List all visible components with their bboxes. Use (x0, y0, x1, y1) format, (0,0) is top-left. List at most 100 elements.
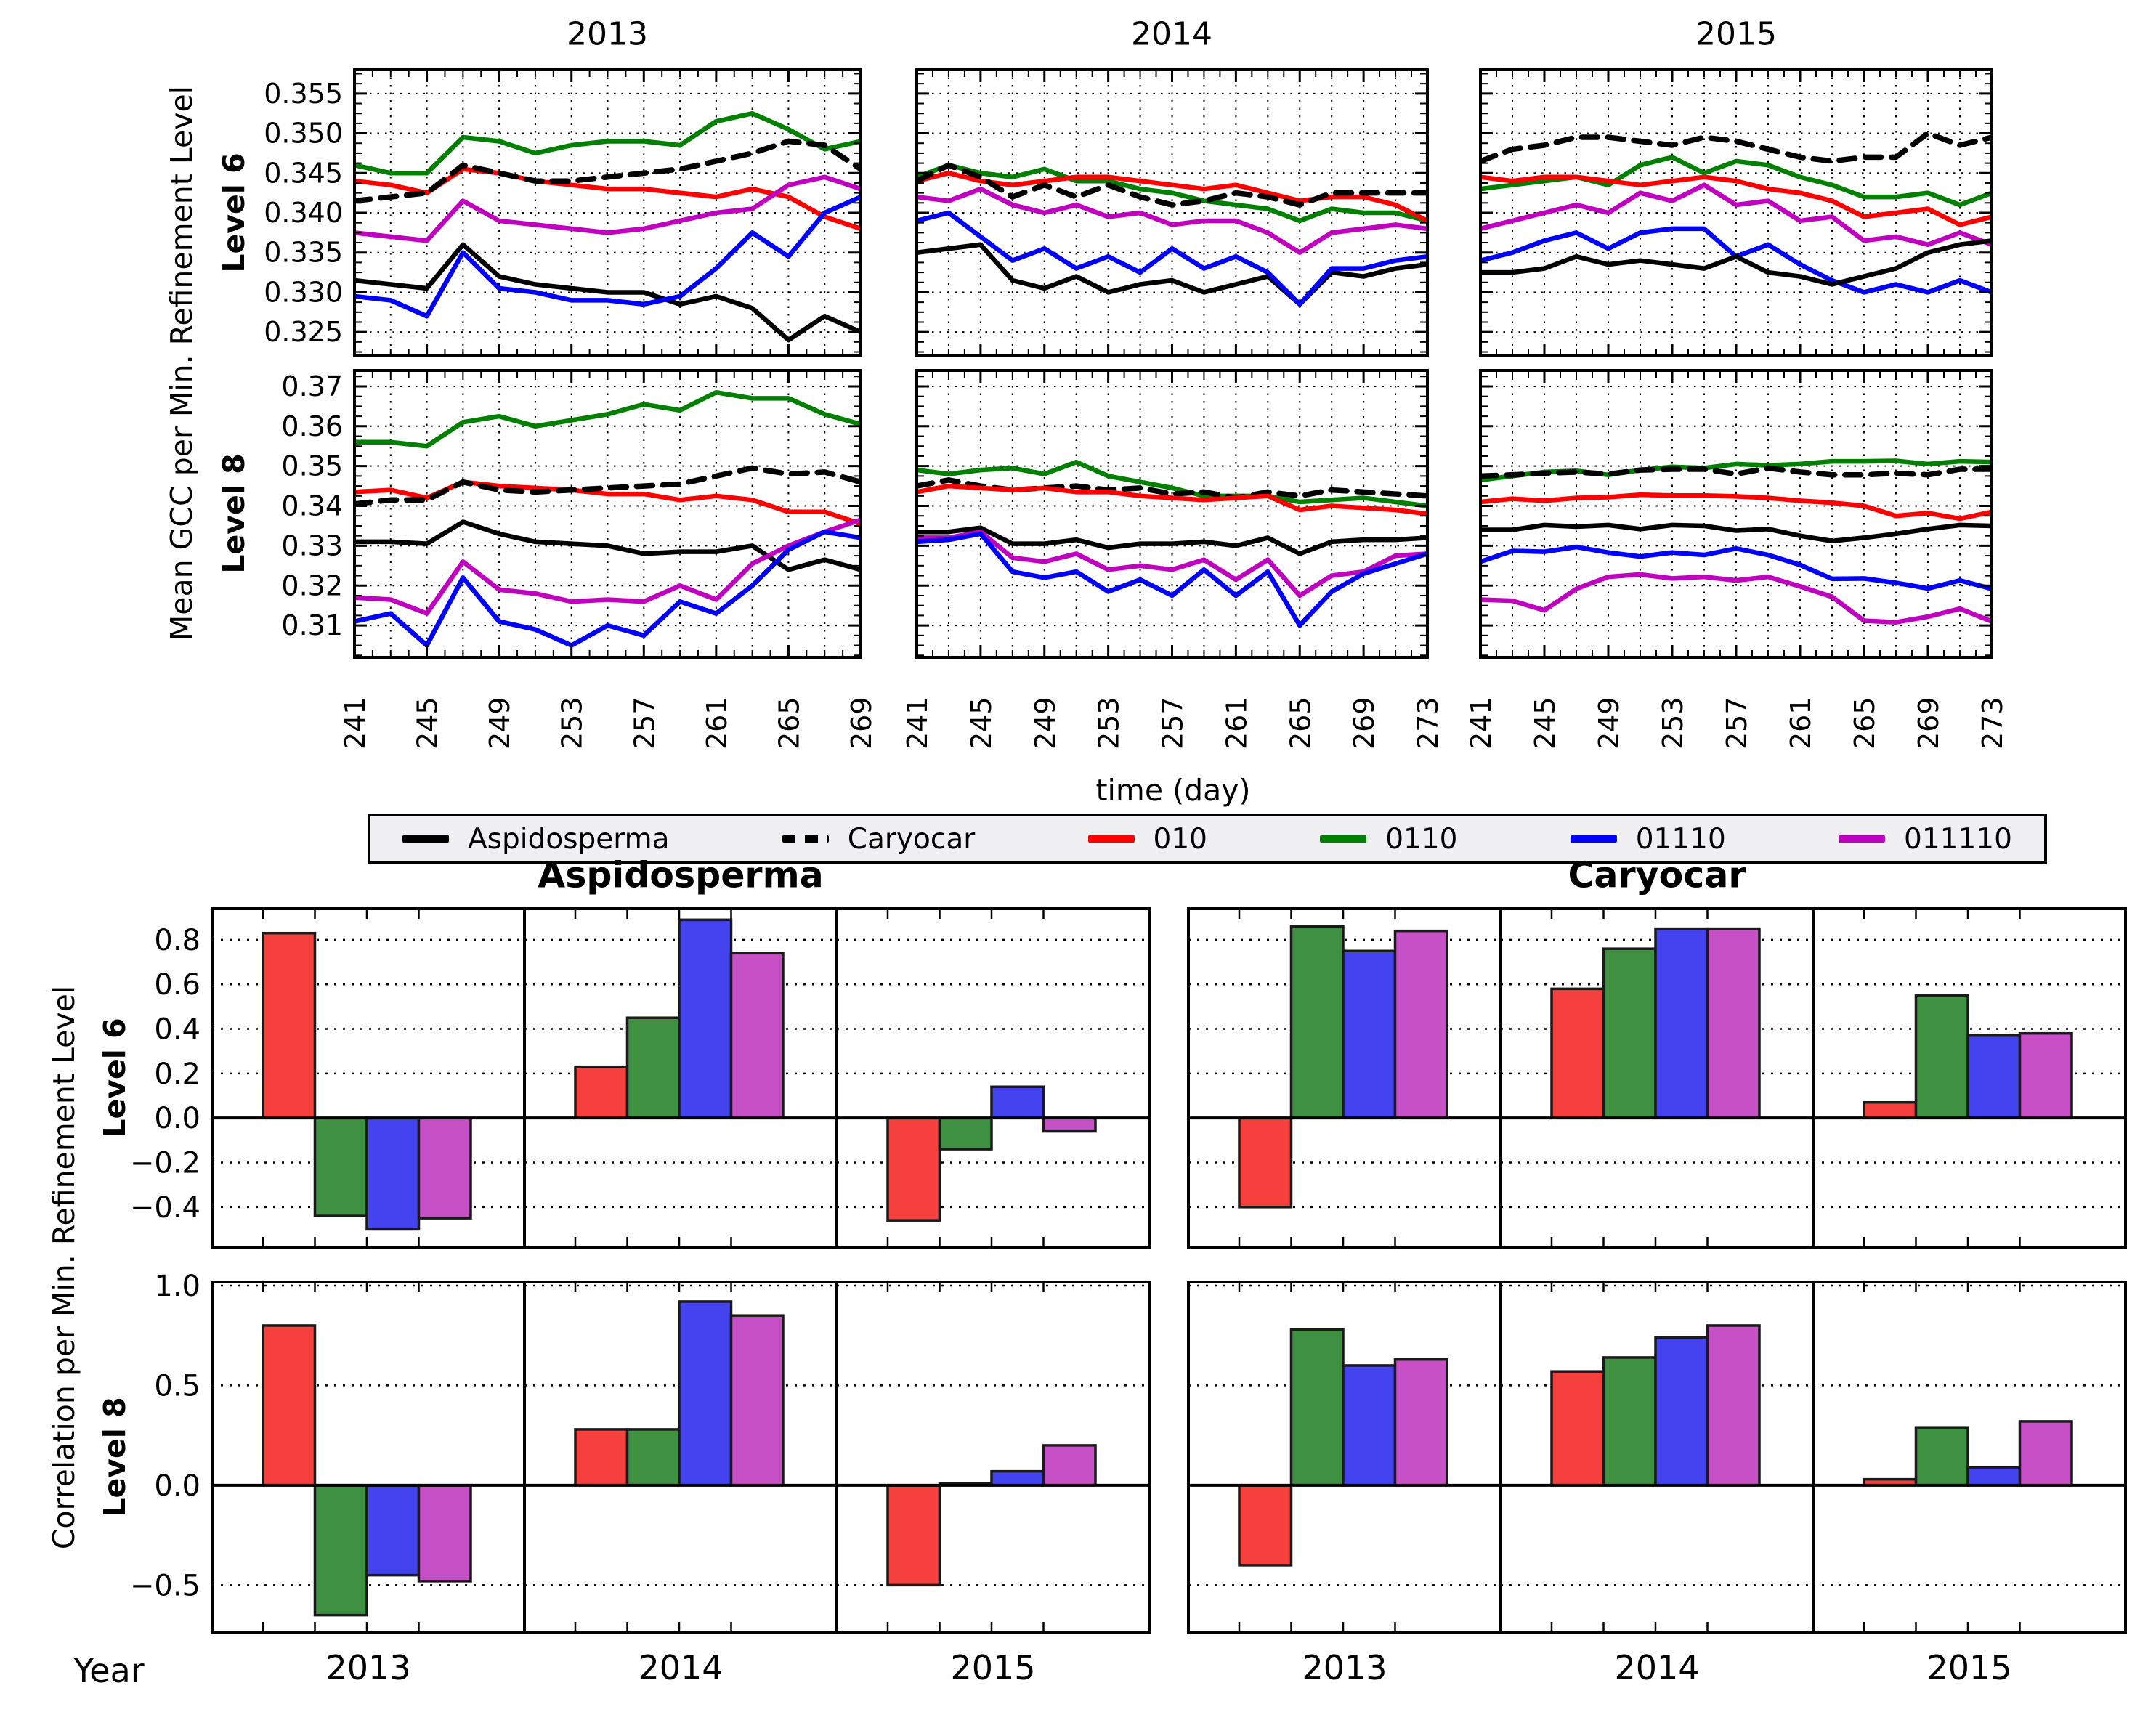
bar-Aspidosperma-Level6-2015-0110 (938, 1116, 993, 1151)
bar-Aspidosperma-Level6-2013-010 (262, 931, 317, 1119)
line-series-group-Level8-2015 (1480, 458, 1992, 625)
bar-Aspidosperma-Level6-2014-01110 (678, 918, 733, 1119)
legend-entry-011110: 011110 (1839, 823, 2012, 856)
bottom-group-title-aspidosperma: Aspidosperma (538, 854, 824, 896)
ytick-label-Level6: 0.345 (264, 157, 343, 189)
ytick-label-Level8: 0.36 (281, 410, 343, 442)
bottom-row-label-level6: Level 6 (97, 1018, 132, 1138)
top-col-title-2015: 2015 (1695, 15, 1777, 53)
xtick-label-2015: 261 (1785, 697, 1817, 750)
series-Aspidosperma (1480, 522, 1992, 544)
legend-entry-Caryocar: Caryocar (782, 823, 975, 856)
xtick-label-2015: 245 (1529, 697, 1561, 750)
series-Caryocar (917, 162, 1427, 208)
year-tick-label: 2015 (1926, 1648, 2011, 1687)
year-tick-label: 2013 (1302, 1648, 1387, 1687)
series-Aspidosperma (917, 242, 1427, 307)
bar-Caryocar-Level6-2014-011110 (1706, 927, 1761, 1119)
series-01110 (354, 529, 861, 648)
ytick-label-Level6: 0.325 (264, 316, 343, 348)
series-010 (354, 479, 861, 527)
xtick-label-2015: 273 (1977, 697, 2009, 750)
bar-Aspidosperma-Level8-2015-01110 (990, 1469, 1045, 1487)
bar-Caryocar-Level8-2015-011110 (2018, 1420, 2073, 1487)
series-Aspidosperma (917, 525, 1427, 556)
series-011110 (917, 186, 1427, 255)
line-series-group-Level8-2014 (917, 459, 1427, 628)
series-0110 (917, 459, 1427, 508)
bar-Caryocar-Level6-2015-011110 (2018, 1031, 2073, 1119)
bar-Caryocar-Level8-2014-01110 (1654, 1336, 1709, 1487)
xtick-label-2015: 269 (1913, 697, 1945, 750)
bar-Aspidosperma-Level6-2015-010 (886, 1116, 941, 1222)
xtick-label-2014: 245 (965, 697, 997, 750)
bar-ytick-label-Level8: −0.5 (130, 1569, 200, 1602)
bar-Caryocar-Level6-2015-0110 (1914, 994, 1969, 1119)
xtick-label-2014: 261 (1220, 697, 1252, 750)
bar-Caryocar-Level6-2013-0110 (1289, 925, 1345, 1119)
line-series-group-Level6-2013 (354, 110, 861, 343)
top-y-axis-label: Mean GCC per Min. Refinement Level (164, 85, 199, 641)
bottom-y-axis-label: Correlation per Min. Refinement Level (46, 985, 81, 1550)
series-Aspidosperma (1480, 238, 1992, 287)
xtick-label-2015: 257 (1721, 697, 1753, 750)
bar-Caryocar-Level8-2013-01110 (1342, 1364, 1397, 1487)
bar-ytick-label-Level6: −0.2 (130, 1147, 200, 1180)
xtick-label-2014: 249 (1029, 697, 1061, 750)
top-col-title-2013: 2013 (567, 15, 648, 53)
xtick-label-2015: 241 (1465, 697, 1497, 750)
bottom-group-title-caryocar: Caryocar (1568, 854, 1746, 896)
bar-Aspidosperma-Level6-2014-011110 (729, 952, 785, 1119)
legend-label: 01110 (1635, 822, 1726, 856)
xtick-label-2014: 269 (1348, 697, 1380, 750)
legend-label: 010 (1153, 822, 1207, 856)
bar-Caryocar-Level8-2014-011110 (1706, 1324, 1761, 1487)
xtick-label-2015: 265 (1849, 697, 1881, 750)
xtick-label-2014: 273 (1412, 697, 1444, 750)
ytick-label-Level8: 0.32 (281, 569, 343, 601)
year-tick-label: 2014 (638, 1648, 723, 1687)
ytick-label-Level6: 0.330 (264, 276, 343, 308)
xtick-label-2013: 249 (484, 697, 516, 750)
series-Caryocar (354, 465, 861, 507)
bar-Caryocar-Level8-2013-011110 (1393, 1358, 1448, 1487)
legend-label: Caryocar (847, 822, 976, 856)
legend-swatch-Aspidosperma (402, 835, 449, 843)
year-tick-label: 2015 (950, 1648, 1035, 1687)
legend-swatch-0110 (1320, 835, 1367, 843)
series-0110 (354, 110, 861, 176)
series-011110 (354, 517, 861, 616)
bar-Aspidosperma-Level8-2014-010 (574, 1428, 629, 1487)
series-Caryocar (1480, 465, 1992, 479)
line-series-group-Level8-2013 (354, 389, 861, 648)
bar-Aspidosperma-Level6-2013-011110 (417, 1116, 472, 1220)
top-row-label-level8: Level 8 (216, 453, 251, 574)
series-01110 (917, 531, 1427, 628)
xtick-label-2015: 249 (1593, 697, 1625, 750)
series-Aspidosperma (354, 242, 861, 343)
legend-entry-010: 010 (1087, 822, 1207, 856)
bottom-x-axis-label: Year (73, 1651, 145, 1690)
series-010 (917, 483, 1427, 516)
series-Caryocar (1480, 130, 1992, 164)
legend-label: 011110 (1904, 822, 2012, 856)
series-0110 (354, 389, 861, 449)
series-010 (1480, 174, 1992, 227)
top-x-axis-label: time (day) (1095, 773, 1251, 808)
series-Caryocar (354, 138, 861, 204)
ytick-label-Level8: 0.31 (281, 609, 343, 641)
top-col-title-2014: 2014 (1131, 15, 1212, 53)
series-011110 (1480, 572, 1992, 625)
bar-Aspidosperma-Level6-2015-011110 (1042, 1116, 1097, 1133)
legend: Aspidosperma Caryocar 010 0110 01110 011110 (368, 814, 2047, 864)
ytick-label-Level8: 0.34 (281, 490, 343, 522)
bar-Caryocar-Level6-2015-01110 (1966, 1034, 2022, 1119)
year-tick-label: 2013 (325, 1648, 410, 1687)
bar-Aspidosperma-Level6-2013-0110 (313, 1116, 368, 1217)
legend-entry-Aspidosperma: Aspidosperma (402, 823, 670, 856)
bar-Caryocar-Level8-2015-0110 (1914, 1426, 1969, 1487)
bar-Caryocar-Level6-2013-010 (1238, 1116, 1293, 1209)
bar-Caryocar-Level6-2013-01110 (1342, 949, 1397, 1119)
bar-Caryocar-Level8-2014-0110 (1602, 1356, 1657, 1487)
bottom-row-label-level8: Level 8 (97, 1397, 132, 1517)
